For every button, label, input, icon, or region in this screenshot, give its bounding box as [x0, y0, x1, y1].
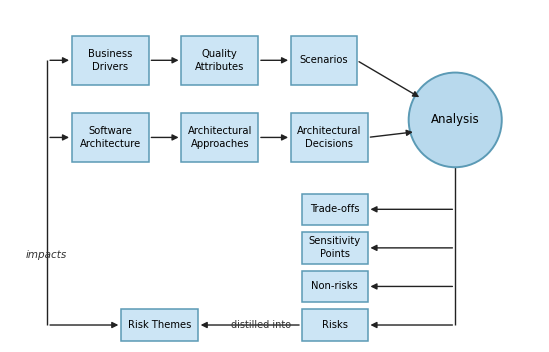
Text: distilled into: distilled into — [231, 320, 291, 330]
Text: impacts: impacts — [25, 250, 66, 260]
FancyBboxPatch shape — [302, 194, 368, 225]
FancyBboxPatch shape — [181, 113, 258, 162]
Text: Risks: Risks — [322, 320, 348, 330]
Text: Quality
Attributes: Quality Attributes — [195, 49, 244, 72]
Text: Architectural
Decisions: Architectural Decisions — [297, 126, 361, 149]
Text: Business
Drivers: Business Drivers — [88, 49, 132, 72]
Text: Trade-offs: Trade-offs — [310, 204, 360, 214]
FancyBboxPatch shape — [291, 36, 357, 85]
FancyBboxPatch shape — [72, 113, 149, 162]
FancyBboxPatch shape — [72, 36, 149, 85]
FancyBboxPatch shape — [302, 232, 368, 264]
FancyBboxPatch shape — [121, 309, 198, 341]
Text: Architectural
Approaches: Architectural Approaches — [188, 126, 252, 149]
FancyBboxPatch shape — [302, 271, 368, 302]
FancyBboxPatch shape — [302, 309, 368, 341]
Text: Risk Themes: Risk Themes — [128, 320, 191, 330]
FancyBboxPatch shape — [291, 113, 368, 162]
Text: Scenarios: Scenarios — [299, 55, 348, 65]
Text: Sensitivity
Points: Sensitivity Points — [309, 237, 361, 259]
Text: Non-risks: Non-risks — [311, 282, 358, 291]
Text: Analysis: Analysis — [431, 113, 480, 126]
Ellipse shape — [408, 73, 502, 167]
FancyBboxPatch shape — [181, 36, 258, 85]
Text: Software
Architecture: Software Architecture — [80, 126, 141, 149]
